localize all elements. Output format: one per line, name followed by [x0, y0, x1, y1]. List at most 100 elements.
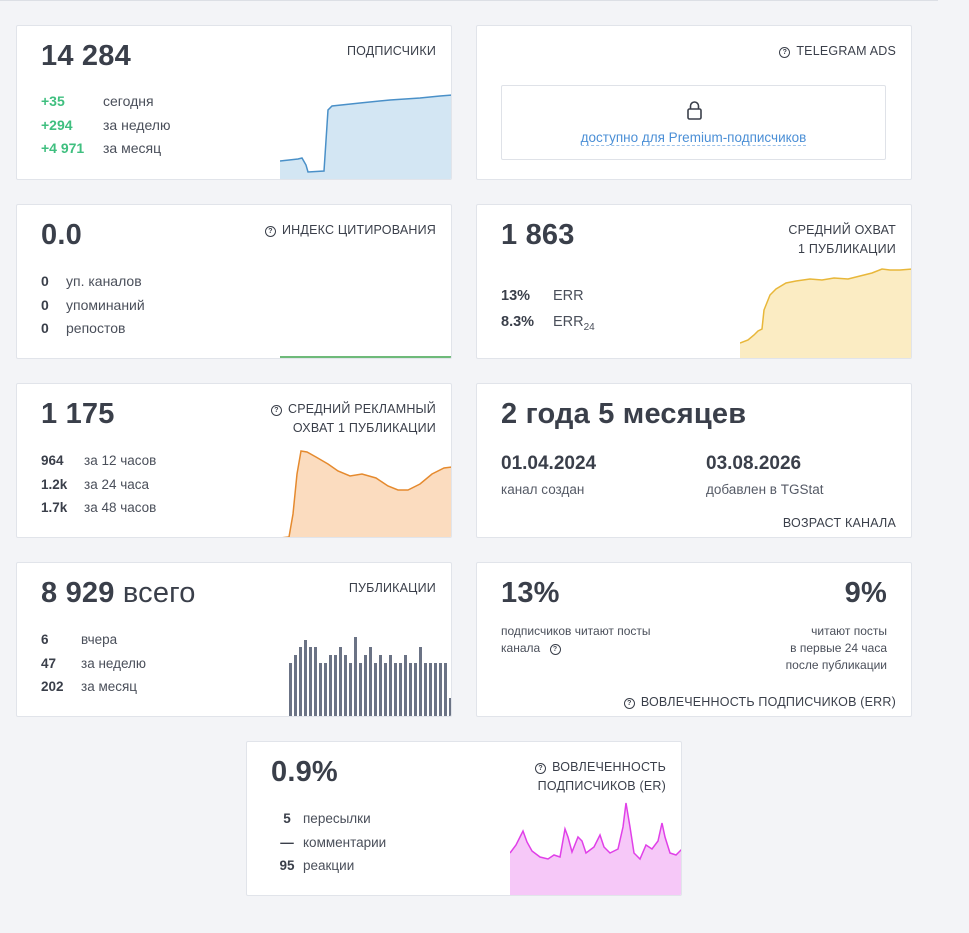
premium-lock-box: доступно для Premium-подписчиков [501, 85, 886, 160]
err-left-line2: канала [501, 641, 541, 655]
stat-value: — [280, 834, 294, 850]
telegram-ads-card[interactable]: ? TELEGRAM ADS доступно для Premium-подпи… [476, 25, 912, 180]
help-icon[interactable]: ? [535, 763, 547, 774]
publications-stats: 6 вчера 47 за неделю 202 за месяц [41, 628, 146, 699]
stat-value: +4 971 [41, 140, 85, 156]
ad-reach-title-line1: СРЕДНИЙ РЕКЛАМНЫЙ [287, 402, 436, 416]
stat-row: 0 уп. каналов [41, 270, 145, 294]
help-icon[interactable]: ? [265, 226, 276, 237]
subscribers-sparkline [280, 94, 451, 179]
stat-row: — комментарии [271, 831, 386, 855]
stat-label: за неделю [103, 116, 171, 133]
stat-value: 1.7k [41, 500, 68, 515]
help-icon[interactable]: ? [779, 47, 791, 58]
channel-age-title: ВОЗРАСТ КАНАЛА [782, 516, 896, 530]
stat-value: 6 [41, 632, 49, 647]
err-left-text: подписчиков читают посты канала ? [501, 623, 651, 657]
ad-reach-value: 1 175 [41, 398, 115, 430]
stat-value: 0 [41, 273, 49, 289]
citation-title-text: ИНДЕКС ЦИТИРОВАНИЯ [282, 223, 436, 237]
citation-index-card[interactable]: 0.0 ? ИНДЕКС ЦИТИРОВАНИЯ 0 уп. каналов 0 уп… [16, 204, 452, 359]
channel-age-value: 2 года 5 месяцев [501, 398, 747, 430]
er-sparkline [510, 802, 681, 895]
stat-label: за неделю [81, 655, 147, 671]
err-right-value: 9% [844, 577, 887, 609]
err24-row: 8.3% ERR24 [501, 309, 595, 341]
err-right-line2: в первые 24 часа [790, 641, 887, 655]
publications-card[interactable]: 8 929 всего ПУБЛИКАЦИИ 6 вчера 47 за недел… [16, 562, 452, 717]
stat-value: +294 [41, 116, 73, 133]
err-left-value: 13% [501, 577, 560, 609]
premium-link[interactable]: доступно для Premium-подписчиков [502, 130, 885, 146]
reach-stats: 13% ERR 8.3% ERR24 [501, 283, 595, 341]
reach-title-line1: СРЕДНИЙ ОХВАТ [788, 223, 896, 237]
err-right-line3: после публикации [785, 658, 887, 672]
er-value: 0.9% [271, 756, 338, 788]
stat-value: 5 [283, 811, 291, 826]
average-reach-sparkline [740, 268, 911, 358]
subscribers-count: 14 284 [41, 40, 131, 72]
stat-value: 95 [279, 858, 295, 873]
subscribers-stats: +35 сегодня +294 за неделю +4 971 за месяц [41, 90, 170, 161]
stat-label: за 48 часов [84, 500, 157, 515]
publications-bar-chart [289, 637, 451, 716]
err-title: ? ВОВЛЕЧЕННОСТЬ ПОДПИСЧИКОВ (ERR) [623, 693, 896, 712]
premium-link-text[interactable]: доступно для Premium-подписчиков [580, 130, 807, 146]
citation-stats: 0 уп. каналов 0 упоминаний 0 репостов [41, 270, 145, 341]
help-icon[interactable]: ? [623, 698, 635, 709]
average-reach-card[interactable]: 1 863 СРЕДНИЙ ОХВАТ 1 ПУБЛИКАЦИИ 13% ERR 8… [476, 204, 912, 359]
publications-count: 8 929 [41, 577, 115, 609]
average-reach-value: 1 863 [501, 219, 575, 251]
stat-label: за 12 часов [84, 453, 157, 468]
err24-value: 8.3% [501, 314, 535, 330]
average-reach-title: СРЕДНИЙ ОХВАТ 1 ПУБЛИКАЦИИ [788, 221, 896, 259]
publications-title: ПУБЛИКАЦИИ [348, 581, 436, 595]
err-left-line2-row: канала ? [501, 640, 651, 657]
stat-row: 964 за 12 часов [41, 449, 156, 473]
help-icon[interactable]: ? [549, 644, 561, 655]
stat-row: 47 за неделю [41, 652, 146, 676]
err-left-line1: подписчиков читают посты [501, 624, 651, 638]
err24-label: ERR [553, 314, 584, 330]
citation-index-title: ? ИНДЕКС ЦИТИРОВАНИЯ [265, 221, 436, 240]
stat-row: +35 сегодня [41, 90, 170, 114]
ad-reach-title-line2: ОХВАТ 1 ПУБЛИКАЦИИ [292, 421, 436, 435]
er-card[interactable]: 0.9% ? ВОВЛЕЧЕННОСТЬ ПОДПИСЧИКОВ (ER) 5 пер… [246, 741, 682, 896]
ad-reach-card[interactable]: 1 175 ? СРЕДНИЙ РЕКЛАМНЫЙ ОХВАТ 1 ПУБЛИКАЦ… [16, 383, 452, 538]
stat-label: упоминаний [66, 296, 145, 313]
stat-row: 0 упоминаний [41, 294, 145, 318]
ad-reach-title: ? СРЕДНИЙ РЕКЛАМНЫЙ ОХВАТ 1 ПУБЛИКАЦИИ [270, 400, 436, 438]
stat-row: +4 971 за месяц [41, 137, 170, 161]
added-label: добавлен в TGStat [706, 482, 824, 497]
subscribers-card[interactable]: 14 284 ПОДПИСЧИКИ +35 сегодня +294 за неде… [16, 25, 452, 180]
stat-row: 0 репостов [41, 317, 145, 341]
err-label: ERR [553, 288, 584, 304]
created-label: канал создан [501, 482, 585, 497]
reach-title-line2: 1 ПУБЛИКАЦИИ [798, 242, 896, 256]
stat-row: 1.2k за 24 часа [41, 473, 156, 497]
stat-value: 0 [41, 296, 49, 313]
publications-suffix: всего [122, 577, 196, 609]
err-card[interactable]: 13% 9% подписчиков читают посты канала ?… [476, 562, 912, 717]
stat-row: 6 вчера [41, 628, 146, 652]
stat-value: 964 [41, 453, 64, 468]
lock-icon [687, 101, 702, 120]
added-date: 03.08.2026 [706, 453, 802, 474]
ad-reach-sparkline [282, 450, 451, 537]
top-divider [0, 0, 938, 1]
channel-age-card[interactable]: 2 года 5 месяцев 01.04.2024 канал создан… [476, 383, 912, 538]
ad-reach-stats: 964 за 12 часов 1.2k за 24 часа 1.7k за 48 … [41, 449, 156, 520]
stat-value: 47 [41, 655, 57, 671]
stat-row: 95 реакции [271, 854, 386, 878]
publications-value: 8 929 всего [41, 577, 196, 610]
stat-value: 1.2k [41, 476, 68, 492]
err-value: 13% [501, 288, 531, 304]
err-right-line1: читают посты [811, 624, 887, 638]
er-title-line1: ВОВЛЕЧЕННОСТЬ [552, 760, 666, 774]
stat-value: 202 [41, 679, 64, 694]
stat-row: 202 за месяц [41, 675, 146, 699]
help-icon[interactable]: ? [270, 405, 282, 416]
stat-label: сегодня [103, 93, 154, 109]
err-right-text: читают посты в первые 24 часа после публ… [786, 623, 887, 674]
subscribers-title: ПОДПИСЧИКИ [346, 44, 436, 58]
